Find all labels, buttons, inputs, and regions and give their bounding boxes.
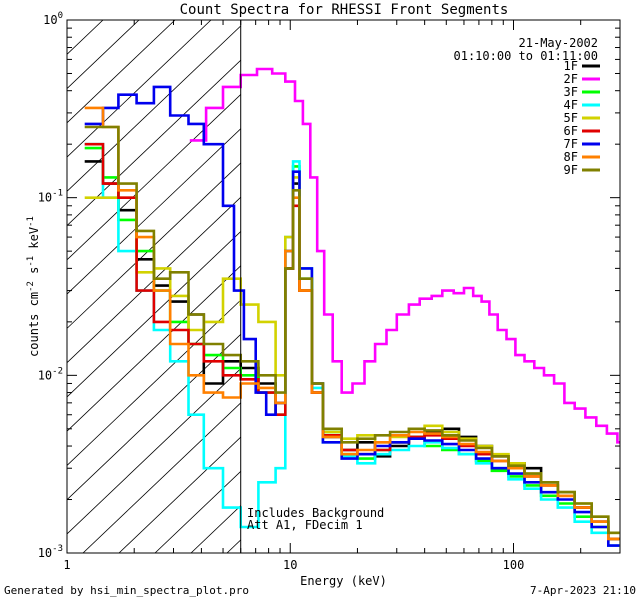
legend-label-9f: 9F <box>564 163 578 177</box>
chart-title: Count Spectra for RHESSI Front Segments <box>180 2 509 18</box>
hatch-line <box>67 20 248 192</box>
y-tick-label: 10-2 <box>38 366 63 382</box>
y-tick-label: 10-1 <box>38 189 63 205</box>
legend-label-8f: 8F <box>564 150 578 164</box>
series-layer <box>84 67 620 547</box>
legend-label-1f: 1F <box>564 59 578 73</box>
plot-frame <box>66 19 621 554</box>
hatch-line <box>67 20 320 261</box>
annotation: Includes Background Att A1, FDecim 1 <box>247 506 384 532</box>
time-range-label: 01:10:00 to 01:11:00 <box>454 49 599 63</box>
date-label: 21-May-2002 <box>519 36 598 50</box>
hatch-line <box>67 20 176 124</box>
series-9f-line <box>84 125 620 535</box>
x-tick-label: 1 <box>63 558 70 572</box>
hatch-line <box>67 20 284 227</box>
annotation-line-1: Includes Background <box>247 506 384 520</box>
generated-by-label: Generated by hsi_min_spectra_plot.pro <box>4 584 249 597</box>
y-tick-label: 10-3 <box>38 544 63 560</box>
x-tick-label: 100 <box>503 558 525 572</box>
legend-label-2f: 2F <box>564 72 578 86</box>
y-axis-label: counts cm-2 s-1 keV-1 <box>26 216 41 357</box>
x-tick-label: 10 <box>283 558 297 572</box>
series-8f-line <box>84 106 620 541</box>
legend-label-7f: 7F <box>564 137 578 151</box>
y-tick-label: 100 <box>43 11 63 27</box>
series-2f-line <box>189 67 620 444</box>
x-axis-label: Energy (keV) <box>300 574 387 588</box>
axes: 1 10 100 100 10-1 10-2 10-3 Energy (keV) counts … <box>26 11 621 588</box>
hatch-line <box>67 20 104 55</box>
legend-label-5f: 5F <box>564 111 578 125</box>
legend-label-3f: 3F <box>564 85 578 99</box>
legend-label-4f: 4F <box>564 98 578 112</box>
annotation-line-2: Att A1, FDecim 1 <box>247 518 363 532</box>
timestamp-label: 7-Apr-2023 21:10 <box>530 584 636 597</box>
legend-label-6f: 6F <box>564 124 578 138</box>
excluded-region-hatch <box>67 20 620 553</box>
info-block: 21-May-2002 01:10:00 to 01:11:00 <box>454 36 599 63</box>
